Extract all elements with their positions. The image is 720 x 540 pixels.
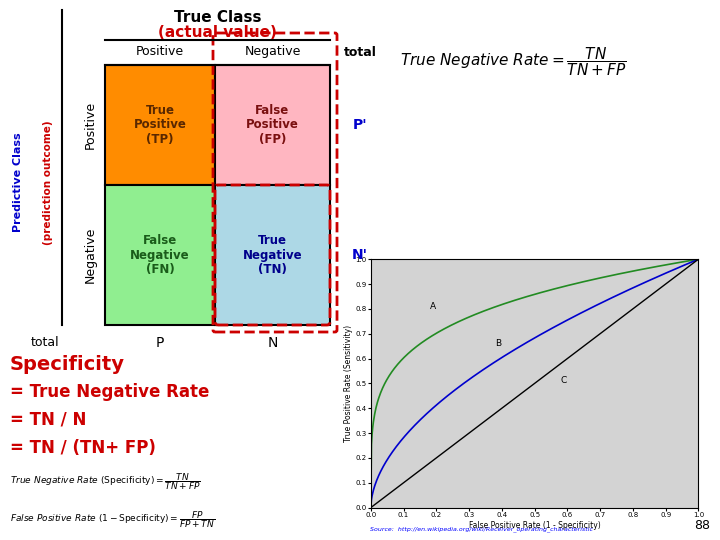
Text: $\mathit{False\ Positive\ Rate}\ \mathrm{(1-Specificity)} = \dfrac{FP}{FP+TN}$: $\mathit{False\ Positive\ Rate}\ \mathrm… — [10, 510, 215, 530]
Text: = True Negative Rate: = True Negative Rate — [10, 383, 210, 401]
Text: (prediction outcome): (prediction outcome) — [43, 120, 53, 245]
Text: N': N' — [352, 248, 368, 262]
Bar — [215, 65, 330, 185]
Text: total: total — [31, 336, 59, 349]
Text: Negative: Negative — [84, 227, 96, 283]
Text: Source:  http://en.wikipedia.org/wiki/Receiver_operating_characteristic: Source: http://en.wikipedia.org/wiki/Rec… — [370, 526, 593, 532]
Text: False
Positive
(FP): False Positive (FP) — [246, 104, 299, 146]
Text: Positive: Positive — [136, 45, 184, 58]
X-axis label: False Positive Rate (1 - Specificity): False Positive Rate (1 - Specificity) — [469, 521, 600, 530]
Text: = TN / N: = TN / N — [10, 411, 86, 429]
Text: P': P' — [353, 118, 367, 132]
Text: Negative: Negative — [244, 45, 301, 58]
Y-axis label: True Positive Rate (Sensitivity): True Positive Rate (Sensitivity) — [343, 325, 353, 442]
Text: = TN / (TN+ FP): = TN / (TN+ FP) — [10, 439, 156, 457]
Text: Positive: Positive — [84, 101, 96, 149]
Bar — [215, 185, 330, 325]
Text: True
Positive
(TP): True Positive (TP) — [134, 104, 186, 146]
Text: P: P — [156, 336, 164, 350]
Text: False
Negative
(FN): False Negative (FN) — [130, 233, 190, 276]
Text: (actual value): (actual value) — [158, 25, 277, 40]
Text: True Class: True Class — [174, 10, 261, 25]
Text: N: N — [267, 336, 278, 350]
Text: A: A — [430, 302, 436, 311]
Text: total: total — [343, 45, 377, 58]
Text: $\mathit{True\ Negative\ Rate} = \dfrac{TN}{TN+FP}$: $\mathit{True\ Negative\ Rate} = \dfrac{… — [400, 45, 626, 78]
Bar — [105, 65, 215, 185]
Text: 88: 88 — [694, 519, 710, 532]
Text: B: B — [495, 339, 501, 348]
Text: Predictive Class: Predictive Class — [13, 133, 23, 232]
Text: Specificity: Specificity — [10, 355, 125, 374]
Text: C: C — [561, 376, 567, 386]
Bar — [105, 185, 215, 325]
Text: True
Negative
(TN): True Negative (TN) — [243, 233, 302, 276]
Text: $\mathit{True\ Negative\ Rate}\ \mathrm{(Specificity)} = \dfrac{TN}{TN+FP}$: $\mathit{True\ Negative\ Rate}\ \mathrm{… — [10, 471, 201, 492]
